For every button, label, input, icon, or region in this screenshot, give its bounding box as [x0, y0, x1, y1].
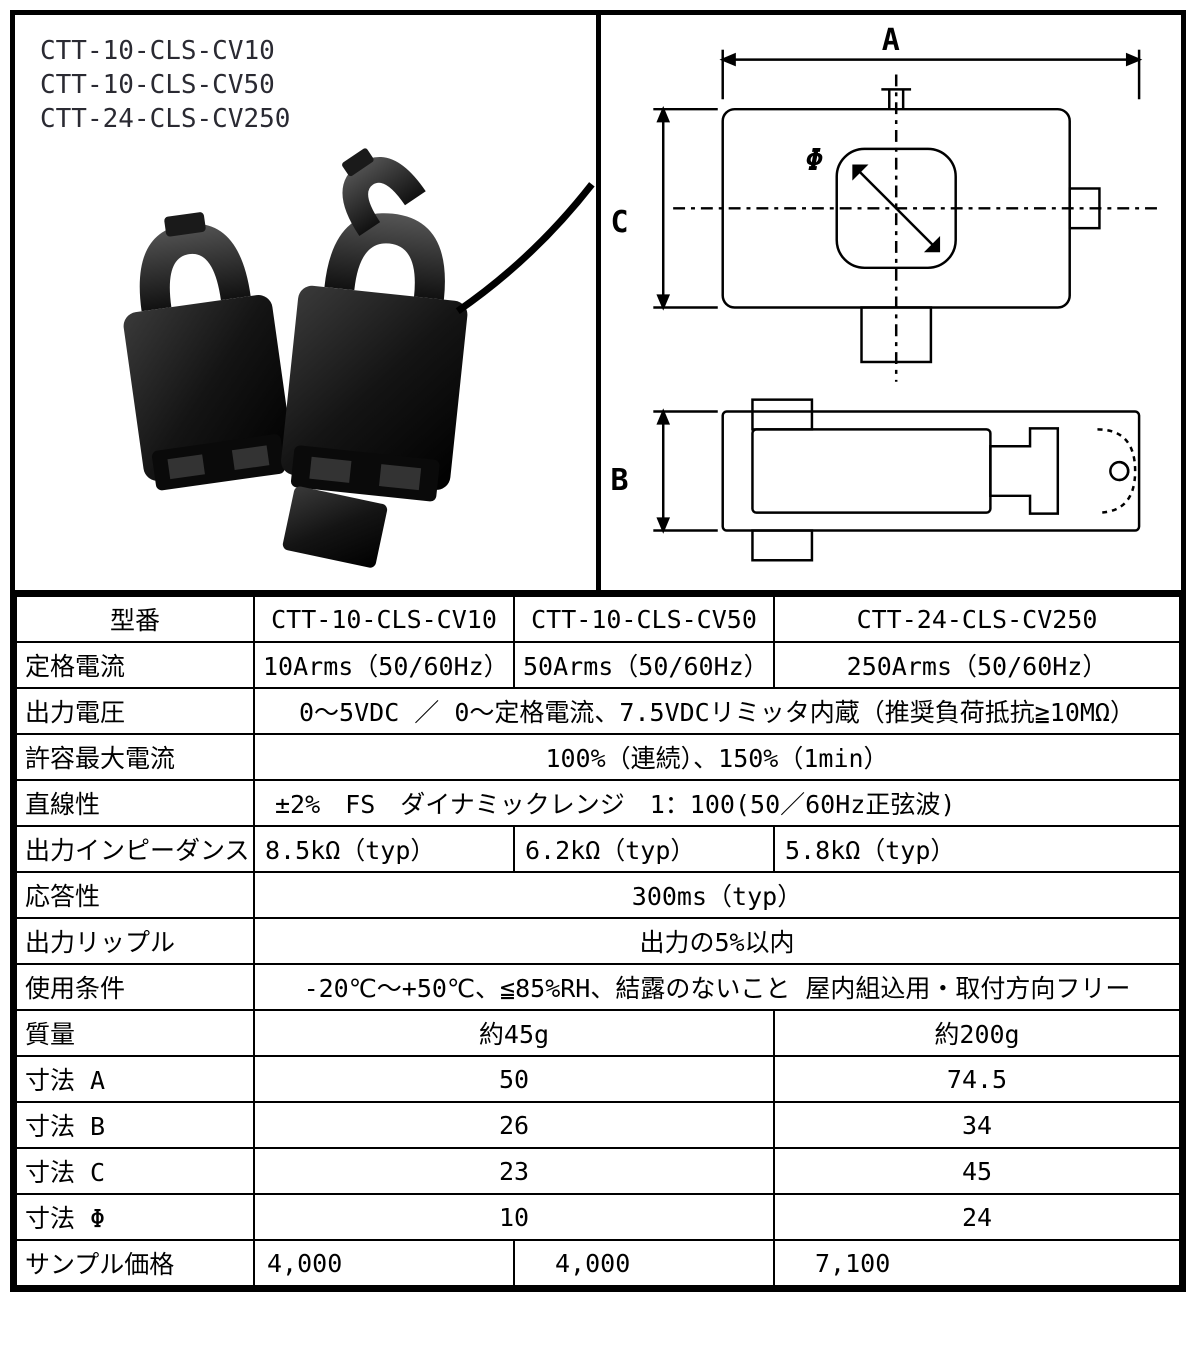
table-row: 質量 約45g 約200g: [16, 1010, 1180, 1056]
th-model: 型番: [16, 596, 254, 642]
photo-panel: CTT-10-CLS-CV10 CTT-10-CLS-CV50 CTT-24-C…: [15, 15, 601, 590]
table-row: 出力電圧 0～5VDC ／ 0～定格電流、7.5VDCリミッタ内蔵（推奨負荷抵抗…: [16, 688, 1180, 734]
datasheet: CTT-10-CLS-CV10 CTT-10-CLS-CV50 CTT-24-C…: [10, 10, 1186, 1292]
th-c3: CTT-24-CLS-CV250: [774, 596, 1180, 642]
table-row: 応答性 300ms（typ）: [16, 872, 1180, 918]
dim-a-label: A: [882, 23, 900, 58]
dim-b-label: B: [611, 463, 629, 498]
top-row: CTT-10-CLS-CV10 CTT-10-CLS-CV50 CTT-24-C…: [15, 15, 1181, 595]
table-row: 出力リップル 出力の5%以内: [16, 918, 1180, 964]
table-row: 許容最大電流 100%（連続）、150%（1min）: [16, 734, 1180, 780]
dim-phi-label: Φ: [806, 143, 824, 178]
table-row: 寸法 C 23 45: [16, 1148, 1180, 1194]
dimensional-drawing: [601, 15, 1182, 590]
table-row: 寸法 A 50 74.5: [16, 1056, 1180, 1102]
table-row: 寸法 B 26 34: [16, 1102, 1180, 1148]
table-row: 出力インピーダンス 8.5kΩ（typ） 6.2kΩ（typ） 5.8kΩ（ty…: [16, 826, 1180, 872]
spec-table: 型番 CTT-10-CLS-CV10 CTT-10-CLS-CV50 CTT-2…: [15, 595, 1181, 1287]
diagram-panel: A C Φ B: [601, 15, 1182, 590]
table-row: 寸法 Φ 10 24: [16, 1194, 1180, 1240]
product-photo: [15, 15, 596, 596]
table-row: 型番 CTT-10-CLS-CV10 CTT-10-CLS-CV50 CTT-2…: [16, 596, 1180, 642]
table-row: サンプル価格 4,000 4,000 7,100: [16, 1240, 1180, 1286]
table-row: 使用条件 -20℃～+50℃、≦85%RH、結露のないこと 屋内組込用・取付方向…: [16, 964, 1180, 1010]
th-c1: CTT-10-CLS-CV10: [254, 596, 514, 642]
table-row: 直線性 ±2% FS ダイナミックレンジ 1：100(50／60Hz正弦波): [16, 780, 1180, 826]
dim-c-label: C: [611, 205, 629, 240]
table-row: 定格電流 10Arms（50/60Hz） 50Arms（50/60Hz） 250…: [16, 642, 1180, 688]
th-c2: CTT-10-CLS-CV50: [514, 596, 774, 642]
